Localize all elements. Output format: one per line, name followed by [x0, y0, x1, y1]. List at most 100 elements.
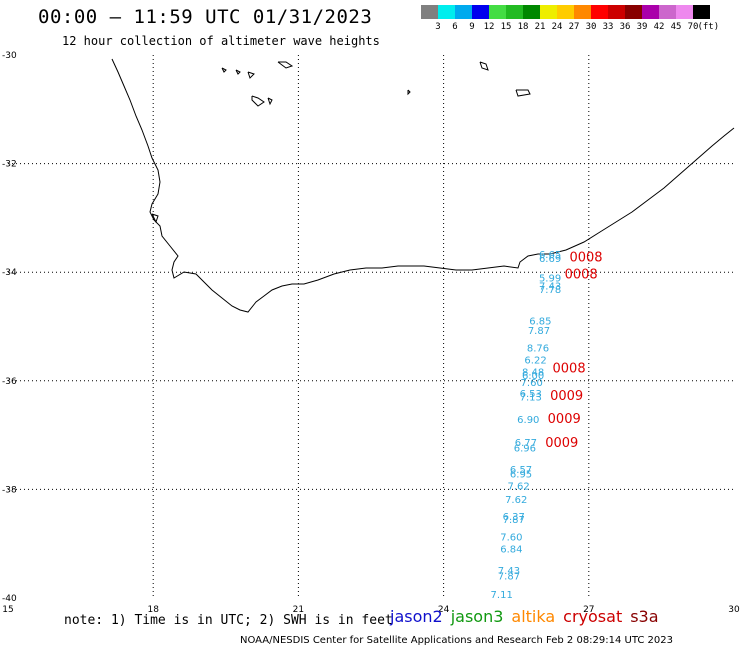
wave-height-value: 8.48 — [522, 367, 544, 378]
colorbar-swatch — [506, 5, 523, 19]
wave-height-value: 7.13 — [520, 392, 542, 403]
graticule — [8, 55, 734, 598]
wave-height-value: 6.37 — [503, 512, 525, 523]
colorbar-label: 70 — [687, 22, 699, 32]
observation-time: 0009 — [548, 412, 581, 427]
wave-height-value: 6.85 — [529, 316, 551, 327]
wave-height-value: 6.65 — [539, 250, 561, 261]
island-9 — [515, 89, 531, 97]
observation-time: 0008 — [569, 250, 602, 265]
colorbar-label: 27 — [568, 22, 580, 32]
colorbar-swatch — [659, 5, 676, 19]
lon-tick-label: 24 — [438, 605, 450, 615]
colorbar-label: 9 — [469, 22, 475, 32]
wave-height-value: 6.00 — [522, 371, 544, 382]
island-2 — [235, 69, 241, 75]
lat-tick-label: -40 — [2, 594, 17, 604]
wave-height-value: 7.78 — [539, 285, 561, 296]
colorbar-swatch — [591, 5, 608, 19]
colorbar-label: 42 — [653, 22, 665, 32]
colorbar-label: (ft) — [697, 22, 720, 32]
lat-tick-label: -30 — [2, 51, 17, 61]
legend-altika: altika — [511, 607, 556, 626]
wave-height-value: 7.60 — [521, 378, 543, 389]
island-10 — [151, 213, 159, 224]
colorbar — [421, 5, 710, 19]
lon-tick-label: 27 — [583, 605, 594, 615]
wave-height-value: 6.96 — [514, 443, 536, 454]
map-subtitle: 12 hour collection of altimeter wave hei… — [62, 34, 380, 48]
lat-tick-label: -38 — [2, 485, 17, 495]
island-3 — [247, 71, 255, 79]
time-labels: 0008 0008 0008 0009 0009 0009 — [545, 250, 602, 451]
island-7 — [407, 89, 411, 96]
colorbar-label: 24 — [551, 22, 563, 32]
observation-time: 0009 — [545, 436, 578, 451]
observation-time: 0009 — [550, 389, 583, 404]
lat-tick-label: -36 — [2, 377, 17, 387]
wave-height-value: 7.62 — [505, 495, 527, 506]
colorbar-label: 36 — [619, 22, 631, 32]
colorbar-label: 3 — [435, 22, 441, 32]
colorbar-swatch — [625, 5, 642, 19]
lon-tick-label: 30 — [728, 605, 740, 615]
wave-height-value: 6.84 — [500, 544, 522, 555]
wave-height-value: 6.77 — [515, 438, 537, 449]
wave-height-value: 7.87 — [528, 326, 550, 337]
island-4 — [251, 95, 265, 107]
lat-tick-label: -32 — [2, 160, 17, 170]
wave-height-value: 7.60 — [500, 532, 522, 543]
island-5 — [267, 97, 273, 106]
colorbar-swatch — [642, 5, 659, 19]
colorbar-label: 39 — [636, 22, 648, 32]
wave-height-value: 6.22 — [524, 355, 546, 366]
legend-cryosat: cryosat — [563, 607, 623, 626]
lon-tick-label: 21 — [293, 605, 304, 615]
wave-height-value: 7.87 — [503, 515, 525, 526]
colorbar-swatch — [489, 5, 506, 19]
colorbar-label: 18 — [517, 22, 529, 32]
satellite-legend: jason2 jason3 altika cryosat s3a — [390, 607, 667, 626]
colorbar-swatch — [540, 5, 557, 19]
observation-time: 0008 — [553, 362, 586, 377]
lon-tick-label: 18 — [147, 605, 159, 615]
colorbar-swatch — [574, 5, 591, 19]
lon-tick-label: 15 — [2, 605, 13, 615]
colorbar-label: 33 — [602, 22, 614, 32]
wave-height-value: 6.53 — [520, 389, 542, 400]
observation-time: 0008 — [565, 268, 598, 283]
south-africa-coastline — [111, 58, 735, 313]
footer-note: note: 1) Time is in UTC; 2) SWH is in fe… — [64, 613, 393, 628]
wave-height-value: 6.95 — [510, 469, 532, 480]
colorbar-label: 45 — [670, 22, 682, 32]
colorbar-swatch — [676, 5, 693, 19]
wave-height-value: 7.87 — [498, 572, 520, 583]
island-6 — [277, 61, 294, 69]
wave-height-value: 5.99 — [539, 273, 561, 284]
wave-height-value: 6.69 — [539, 254, 561, 265]
island-8 — [479, 61, 489, 71]
colorbar-swatch — [438, 5, 455, 19]
coastline — [111, 58, 735, 313]
wave-height-value: 6.57 — [510, 465, 532, 476]
wave-height-value: 7.43 — [539, 282, 561, 293]
wave-height-value: 7.43 — [498, 566, 520, 577]
colorbar-label: 15 — [500, 22, 512, 32]
wave-height-value: 8.76 — [527, 343, 549, 354]
axis-labels: 15 18 21 24 27 30 -30 -32 -34 -36 -38 -40 — [2, 51, 740, 615]
colorbar-labels: 3 6 9 12 15 18 21 24 27 30 33 36 39 42 45 70 (ft) — [421, 22, 727, 34]
colorbar-swatch — [608, 5, 625, 19]
lat-tick-label: -34 — [2, 268, 17, 278]
colorbar-label: 6 — [452, 22, 458, 32]
legend-jason3: jason3 — [450, 607, 504, 626]
colorbar-swatch — [472, 5, 489, 19]
map-title: 00:00 – 11:59 UTC 01/31/2023 — [38, 6, 373, 28]
wave-height-value: 7.11 — [491, 590, 513, 601]
colorbar-swatch — [693, 5, 710, 19]
wave-height-value: 7.62 — [507, 481, 529, 492]
colorbar-label: 12 — [483, 22, 495, 32]
colorbar-label: 21 — [534, 22, 546, 32]
colorbar-swatch — [557, 5, 574, 19]
wave-height-labels: 6.656.695.997.437.786.857.878.766.228.48… — [491, 250, 562, 601]
colorbar-swatch — [523, 5, 540, 19]
